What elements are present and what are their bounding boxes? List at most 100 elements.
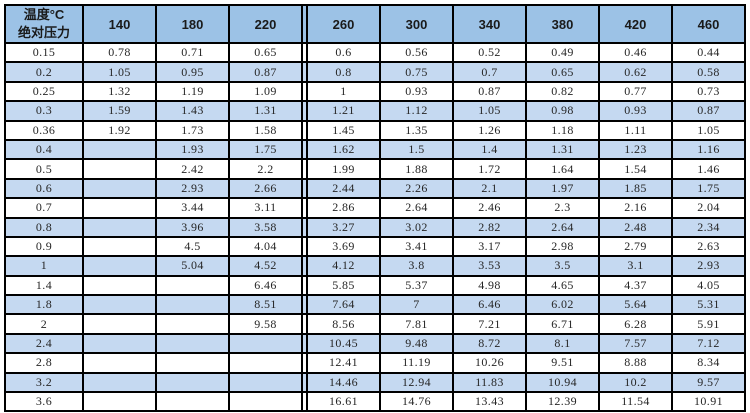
- value-cell: 1.05: [671, 119, 746, 141]
- value-cell: 6.71: [525, 313, 600, 335]
- value-cell: 0.65: [228, 41, 303, 64]
- value-cell: 1.35: [379, 119, 454, 141]
- value-cell: 0.75: [379, 61, 454, 83]
- table-row: 0.2 1.05 0.95 0.87 0.8 0.75 0.7 0.65 0.62 0.58: [4, 61, 746, 83]
- value-cell: [228, 332, 303, 355]
- spacer-cell: [301, 197, 308, 219]
- value-cell: 0.93: [379, 80, 454, 103]
- spacer-cell: [301, 313, 308, 335]
- value-cell: 3.44: [155, 197, 230, 219]
- table-row: 0.25 1.32 1.19 1.09 1 0.93 0.87 0.82 0.77 0.73: [4, 80, 746, 103]
- value-cell: 3.11: [228, 197, 303, 219]
- value-cell: 2.93: [155, 177, 230, 200]
- value-cell: 0.6: [306, 41, 381, 64]
- value-cell: 1.75: [671, 177, 746, 200]
- value-cell: 2.3: [525, 197, 600, 219]
- temp-column-header: 300: [379, 4, 454, 44]
- value-cell: 3.69: [306, 235, 381, 258]
- value-cell: [155, 352, 230, 374]
- value-cell: 1.45: [306, 119, 381, 141]
- value-cell: [82, 158, 157, 180]
- value-cell: 1.75: [228, 138, 303, 161]
- value-cell: 6.28: [598, 313, 673, 335]
- table-row: 1.8 8.51 7.64 7 6.46 6.02 5.64 5.31: [4, 294, 746, 316]
- value-cell: [82, 255, 157, 277]
- value-cell: 2.48: [598, 216, 673, 238]
- spacer-cell: [301, 158, 308, 180]
- value-cell: 12.39: [525, 391, 600, 413]
- value-cell: 1.26: [452, 119, 527, 141]
- header-row: 温度°C 绝对压力 140 180 220 260 300 340 380 420 460: [4, 4, 746, 44]
- value-cell: 7.12: [671, 332, 746, 355]
- spacer-cell: [301, 138, 308, 161]
- spacer-cell: [301, 294, 308, 316]
- value-cell: 0.49: [525, 41, 600, 64]
- value-cell: [155, 332, 230, 355]
- value-cell: 1.43: [155, 100, 230, 122]
- value-cell: 1.05: [452, 100, 527, 122]
- value-cell: 4.98: [452, 274, 527, 297]
- pressure-row-header: 3.6: [4, 391, 84, 413]
- value-cell: [228, 352, 303, 374]
- temp-column-header: 220: [228, 4, 303, 44]
- value-cell: 10.26: [452, 352, 527, 374]
- value-cell: 3.1: [598, 255, 673, 277]
- value-cell: 3.8: [379, 255, 454, 277]
- value-cell: 5.91: [671, 313, 746, 335]
- spacer-cell: [301, 100, 308, 122]
- value-cell: 2.44: [306, 177, 381, 200]
- table-row: 3.2 14.46 12.94 11.83 10.94 10.2 9.57: [4, 371, 746, 394]
- value-cell: 2.04: [671, 197, 746, 219]
- value-cell: 1.05: [82, 61, 157, 83]
- value-cell: 3.27: [306, 216, 381, 238]
- value-cell: 1.88: [379, 158, 454, 180]
- value-cell: 1.16: [671, 138, 746, 161]
- value-cell: 2.34: [671, 216, 746, 238]
- value-cell: 0.62: [598, 61, 673, 83]
- value-cell: 0.87: [228, 61, 303, 83]
- value-cell: 11.54: [598, 391, 673, 413]
- value-cell: 1.21: [306, 100, 381, 122]
- value-cell: 0.95: [155, 61, 230, 83]
- value-cell: 0.58: [671, 61, 746, 83]
- pressure-row-header: 1.8: [4, 294, 84, 316]
- value-cell: 7.64: [306, 294, 381, 316]
- table-row: 0.7 3.44 3.11 2.86 2.64 2.46 2.3 2.16 2.04: [4, 197, 746, 219]
- value-cell: 11.83: [452, 371, 527, 394]
- table-row: 0.4 1.93 1.75 1.62 1.5 1.4 1.31 1.23 1.16: [4, 138, 746, 161]
- table-row: 2.8 12.41 11.19 10.26 9.51 8.88 8.34: [4, 352, 746, 374]
- temp-column-header: 340: [452, 4, 527, 44]
- value-cell: [82, 332, 157, 355]
- value-cell: 3.17: [452, 235, 527, 258]
- table-row: 2 9.58 8.56 7.81 7.21 6.71 6.28 5.91: [4, 313, 746, 335]
- value-cell: [82, 177, 157, 200]
- value-cell: 11.19: [379, 352, 454, 374]
- value-cell: 2.64: [379, 197, 454, 219]
- value-cell: 2.26: [379, 177, 454, 200]
- value-cell: 4.52: [228, 255, 303, 277]
- table-row: 3.6 16.61 14.76 13.43 12.39 11.54 10.91: [4, 391, 746, 413]
- value-cell: 1.4: [452, 138, 527, 161]
- temp-column-header: 460: [671, 4, 746, 44]
- spacer-cell: [301, 274, 308, 297]
- value-cell: 2.63: [671, 235, 746, 258]
- value-cell: 1.31: [228, 100, 303, 122]
- value-cell: 0.78: [82, 41, 157, 64]
- value-cell: [228, 391, 303, 413]
- value-cell: 3.02: [379, 216, 454, 238]
- value-cell: [228, 371, 303, 394]
- value-cell: 1.64: [525, 158, 600, 180]
- pressure-row-header: 2.4: [4, 332, 84, 355]
- value-cell: 1.11: [598, 119, 673, 141]
- value-cell: 5.64: [598, 294, 673, 316]
- value-cell: [82, 197, 157, 219]
- value-cell: 1.12: [379, 100, 454, 122]
- value-cell: 6.02: [525, 294, 600, 316]
- table-row: 0.6 2.93 2.66 2.44 2.26 2.1 1.97 1.85 1.75: [4, 177, 746, 200]
- value-cell: 4.12: [306, 255, 381, 277]
- value-cell: 7.21: [452, 313, 527, 335]
- value-cell: 13.43: [452, 391, 527, 413]
- value-cell: 4.05: [671, 274, 746, 297]
- value-cell: 5.31: [671, 294, 746, 316]
- table-row: 1.4 6.46 5.85 5.37 4.98 4.65 4.37 4.05: [4, 274, 746, 297]
